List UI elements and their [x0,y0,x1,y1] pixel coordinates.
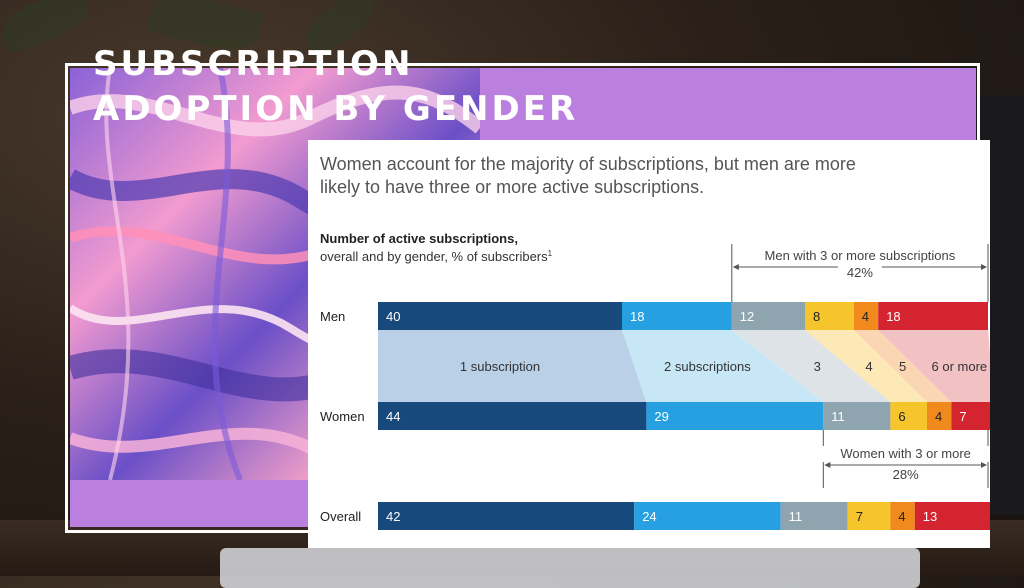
data-label: 4 [898,509,905,524]
bar-segment [780,502,848,530]
data-label: 44 [386,409,400,424]
segment-label: 2 subscriptions [664,359,751,374]
bar-segment [622,302,732,330]
annotation-text-bg [734,248,985,264]
segment-label: 3 [814,359,821,374]
data-label: 8 [813,309,820,324]
chart-card: Women account for the majority of subscr… [308,140,990,548]
annotation-arrow [824,462,831,468]
bar-segment [847,502,891,530]
bar-segment [890,402,927,430]
connector-band [878,330,990,402]
chart-subtitle-footnote: 1 [548,249,553,258]
bar-segment [890,502,915,530]
segment-label: 1 subscription [460,359,540,374]
bar-segment [853,302,879,330]
data-label: 11 [831,409,845,424]
bar-segment [378,502,635,530]
data-label: 18 [886,309,900,324]
connector-band [378,330,647,402]
annotation-arrow [981,264,987,270]
bar-segment [646,402,824,430]
connector-band [853,330,952,402]
title-line-1: SUBSCRIPTION [93,44,414,84]
data-label: 4 [862,309,869,324]
connector-band [731,330,891,402]
annotation-text: Women with 3 or more [840,446,971,461]
bar-segment [634,502,781,530]
background-leaf [0,0,95,55]
data-label: 11 [789,509,803,524]
data-label: 24 [642,509,656,524]
title-line-2: ADOPTION BY GENDER [93,89,579,129]
bar-segment [378,302,622,330]
segment-label: 5 [899,359,906,374]
chart-title-line-1: Women account for the majority of subscr… [320,154,856,174]
bar-segment [731,302,805,330]
chart-subtitle-text: overall and by gender, % of subscribers [320,249,548,264]
data-label: 7 [959,409,966,424]
slide-title: SUBSCRIPTION ADOPTION BY GENDER [93,42,578,132]
data-label: 18 [630,309,644,324]
annotation-value: 28% [893,467,919,482]
data-label: 12 [740,309,754,324]
chart-title-line-2: likely to have three or more active subs… [320,177,704,197]
bar-segment [378,402,647,430]
annotation-arrow [981,462,987,468]
row-label: Overall [320,509,361,524]
data-label: 13 [923,509,937,524]
row-label: Women [320,409,365,424]
connector-band [622,330,824,402]
annotation-arrow [732,264,739,270]
data-label: 42 [386,509,400,524]
bar-segment [927,402,952,430]
background-keyboard [220,548,920,588]
chart-subtitle-line-2: overall and by gender, % of subscribers1 [320,249,553,264]
bar-segment [823,402,891,430]
chart-subtitle-line-1: Number of active subscriptions, [320,231,518,246]
bar-segment [805,302,854,330]
annotation-value-bg [837,265,882,281]
annotation-text-bg [780,446,990,462]
connector-band [805,330,927,402]
accent-block [70,480,310,527]
data-label: 6 [898,409,905,424]
annotation-text: Men with 3 or more subscriptions [765,248,956,263]
data-label: 40 [386,309,400,324]
bar-segment [914,502,990,530]
data-label: 4 [935,409,942,424]
bar-segment [951,402,990,430]
row-label: Men [320,309,345,324]
chart-svg: Women account for the majority of subscr… [320,154,990,530]
segment-label: 4 [865,359,872,374]
segment-label: 6 or more [932,359,988,374]
data-label: 29 [654,409,668,424]
annotation-value-bg [883,467,928,483]
bar-segment [878,302,988,330]
annotation-value: 42% [847,265,873,280]
chart-plot: 1 subscription 2 subscriptions 3 4 5 6 or mor… [320,244,990,530]
data-label: 7 [856,509,863,524]
